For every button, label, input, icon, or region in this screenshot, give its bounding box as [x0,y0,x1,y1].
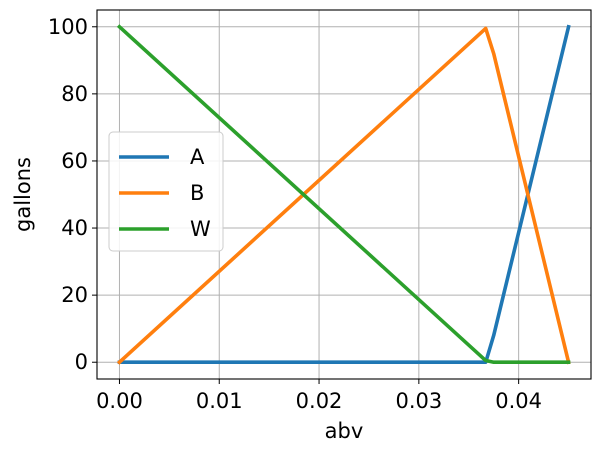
y-tick-label: 60 [61,149,88,173]
y-tick-label: 0 [75,350,88,374]
x-tick-label: 0.02 [296,389,343,413]
legend: ABW [108,131,224,252]
legend-label-a: A [190,145,205,169]
plot-frame [96,9,592,380]
legend-label-w: W [190,217,211,241]
legend-label-b: B [190,181,204,205]
y-tick-label: 80 [61,82,88,106]
series-layer [116,24,571,365]
series-line-w [116,24,571,365]
series-line-a [117,24,571,365]
y-axis-label: gallons [11,157,35,232]
x-tick-label: 0.00 [96,389,143,413]
y-tick-label: 20 [61,283,88,307]
x-tick-label: 0.01 [196,389,243,413]
ticks: 0.00 0.01 0.02 0.03 0.04 0 20 40 60 80 100 [48,15,542,413]
x-tick-label: 0.03 [395,389,442,413]
y-tick-label: 40 [61,216,88,240]
y-tick-label: 100 [48,15,88,39]
x-tick-label: 0.04 [495,389,542,413]
x-axis-label: abv [325,419,364,443]
